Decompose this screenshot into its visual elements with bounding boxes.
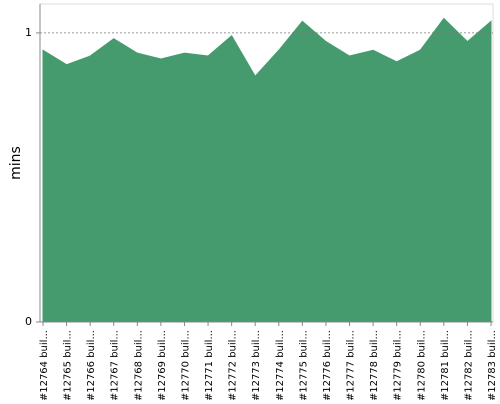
x-tick-label: #12776 buil... — [322, 330, 333, 400]
x-tick-label: #12767 buil... — [110, 330, 121, 400]
x-tick-label: #12783 buil... — [487, 330, 498, 400]
x-tick-label: #12768 buil... — [133, 330, 144, 400]
x-tick-label: #12782 buil... — [463, 330, 474, 400]
x-tick-label: #12772 buil... — [228, 330, 239, 400]
x-tick-label: #12766 buil... — [86, 330, 97, 400]
x-tick-label: #12778 buil... — [369, 330, 380, 400]
y-tick-label: 1 — [25, 26, 32, 39]
x-tick-label: #12779 buil... — [393, 330, 404, 400]
y-tick-label: 0 — [25, 315, 32, 328]
x-tick-label: #12773 buil... — [251, 330, 262, 400]
y-axis-label: mins — [8, 146, 24, 180]
x-tick-label: #12764 buil... — [39, 330, 50, 400]
x-tick-label: #12771 buil... — [204, 330, 215, 400]
area — [42, 17, 492, 323]
x-tick-label: #12780 buil... — [416, 330, 427, 400]
x-tick-label: #12770 buil... — [180, 330, 191, 400]
x-tick-label: #12775 buil... — [298, 330, 309, 400]
x-tick-label: #12765 buil... — [63, 330, 74, 400]
x-tick-label: #12774 buil... — [275, 330, 286, 400]
x-tick-label: #12769 buil... — [157, 330, 168, 400]
x-tick-label: #12777 buil... — [346, 330, 357, 400]
x-tick-label: #12781 buil... — [440, 330, 451, 400]
